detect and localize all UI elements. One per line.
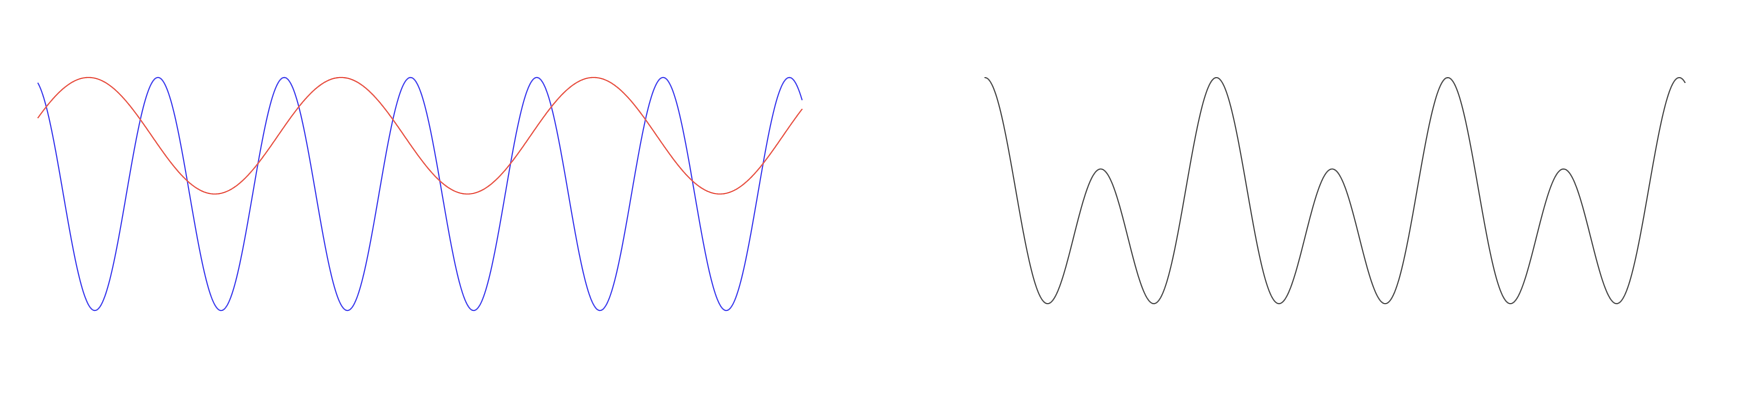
right-plot-series-group bbox=[984, 76, 1686, 305]
chart-2-series-1-line bbox=[984, 76, 1686, 305]
chart-1-series-2-line bbox=[37, 76, 803, 195]
right-plot bbox=[984, 76, 1686, 305]
left-plot-series-group bbox=[37, 76, 803, 312]
chart-1-series-1-line bbox=[37, 76, 803, 312]
left-plot bbox=[37, 76, 803, 312]
